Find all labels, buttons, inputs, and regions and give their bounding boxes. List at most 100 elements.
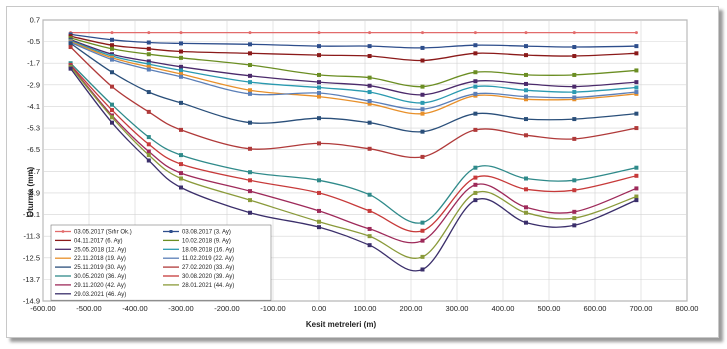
data-point (634, 44, 639, 49)
data-point (179, 68, 183, 73)
data-point (317, 80, 321, 85)
data-point (367, 146, 372, 151)
legend-label: 30.05.2020 (36. Ay) (74, 274, 126, 280)
x-axis-label: Kesit metreleri (m) (306, 320, 377, 329)
x-tick-label: 600.00 (584, 304, 607, 313)
data-point (524, 133, 528, 138)
data-point (248, 189, 252, 194)
data-point (110, 57, 114, 62)
data-point (572, 84, 577, 89)
data-point (420, 254, 425, 259)
data-point (110, 102, 114, 107)
data-point (473, 51, 478, 56)
data-point (473, 175, 478, 180)
data-point (367, 234, 372, 239)
data-point (367, 101, 372, 106)
data-point (572, 72, 577, 77)
legend-entry: 04.11.2017 (6. Ay) (55, 238, 122, 244)
data-point (317, 141, 321, 146)
data-point (420, 58, 425, 63)
y-tick-label: -10.1 (23, 210, 40, 219)
y-tick-label: -11.3 (23, 232, 40, 241)
y-axis-label: Oturma (mm) (26, 167, 35, 218)
data-point (248, 31, 252, 35)
data-point (634, 198, 639, 203)
data-point (634, 80, 639, 85)
data-point (473, 79, 478, 84)
data-point (524, 97, 528, 102)
data-point (317, 116, 321, 121)
data-point (179, 100, 183, 105)
y-tick-label: -8.9 (27, 188, 40, 197)
legend: 03.05.2017 (Sıfır Ok.) 03.08.2017 (3. Ay)… (50, 224, 272, 301)
data-point (524, 176, 528, 181)
data-point (420, 154, 425, 159)
series-15 (68, 66, 639, 272)
data-point (179, 176, 183, 181)
y-tick-label: -2.9 (27, 80, 40, 89)
data-point (146, 59, 151, 64)
data-point (110, 31, 114, 35)
data-point (248, 80, 252, 85)
data-point (367, 54, 372, 59)
data-point (146, 46, 151, 51)
data-point (248, 73, 252, 78)
data-point (248, 63, 252, 68)
data-point (524, 72, 528, 77)
data-point (110, 84, 114, 89)
data-point (524, 53, 528, 58)
data-point (634, 194, 639, 199)
data-point (473, 91, 478, 96)
x-tick-label: -400.00 (122, 304, 147, 313)
data-point (248, 42, 252, 47)
chart-frame: -600.00 -500.00 -400.00 -300.00 -200.00 -100.… (6, 6, 719, 338)
data-point (524, 187, 528, 192)
x-tick-label: -600.00 (30, 304, 55, 313)
data-point (179, 72, 183, 77)
series-8 (68, 40, 639, 112)
y-tick-label: -0.5 (27, 37, 40, 46)
data-point (248, 88, 252, 93)
y-tick-label: -1.7 (27, 59, 40, 68)
legend-entry: 25.11.2019 (30. Ay) (55, 265, 126, 271)
data-point (473, 190, 478, 195)
data-point (146, 153, 151, 158)
data-point (68, 45, 73, 50)
series-12 (68, 63, 639, 233)
data-point (420, 267, 425, 272)
x-tick-label: -500.00 (76, 304, 101, 313)
data-point (420, 238, 425, 243)
data-point (110, 120, 114, 125)
data-point (634, 90, 639, 95)
data-point (420, 129, 425, 134)
y-tick-label: 0.7 (30, 16, 40, 25)
data-point (179, 185, 183, 190)
data-point (524, 81, 528, 86)
legend-entry: 28.01.2021 (44. Ay) (163, 283, 234, 289)
data-point (146, 109, 151, 114)
legend-marker (169, 230, 173, 233)
x-tick-label: -300.00 (168, 304, 193, 313)
legend-entry: 10.02.2018 (9. Ay) (163, 238, 231, 244)
x-tick-label: 200.00 (400, 304, 423, 313)
data-point (473, 111, 478, 116)
data-point (473, 43, 478, 48)
legend-label: 30.08.2020 (39. Ay) (182, 274, 234, 280)
legend-entry: 25.05.2018 (12. Ay) (55, 247, 126, 253)
data-point (317, 53, 321, 58)
data-point (572, 54, 577, 59)
data-point (110, 115, 114, 120)
data-point (367, 99, 372, 104)
data-point (367, 75, 372, 80)
legend-entry: 29.11.2020 (42. Ay) (55, 283, 126, 289)
x-tick-label: 400.00 (492, 304, 515, 313)
data-point (110, 46, 114, 51)
data-point (634, 85, 639, 90)
y-tick-label: -13.7 (23, 275, 40, 284)
data-point (572, 188, 577, 193)
data-point (179, 171, 183, 176)
data-point (368, 31, 372, 35)
data-point (473, 70, 478, 75)
y-tick-label: -14.9 (23, 297, 40, 306)
data-point (473, 31, 477, 35)
